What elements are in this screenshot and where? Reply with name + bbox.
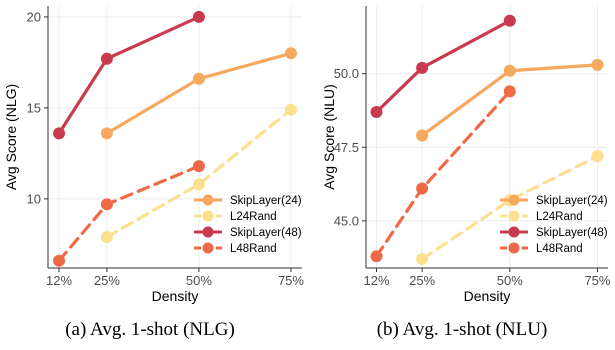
legend-marker [202, 210, 214, 222]
x-tick-label: 25% [94, 273, 120, 288]
legend-label: L48Rand [230, 243, 277, 255]
data-point [503, 85, 516, 98]
y-tick-label: 50.0 [334, 66, 359, 81]
legend-marker [202, 194, 214, 206]
data-point [370, 105, 383, 118]
x-tick-label: 25% [409, 273, 435, 288]
data-point [192, 178, 205, 191]
y-tick-label: 47.5 [334, 140, 359, 155]
data-point [503, 64, 516, 77]
data-point [416, 61, 429, 74]
data-point [284, 47, 297, 60]
y-tick-label: 45.0 [334, 213, 359, 228]
data-point [416, 182, 429, 195]
legend-marker [508, 210, 520, 222]
data-point [591, 150, 604, 163]
panel-nlg: 12% 25% 50% 75% 10 15 20 Density Avg Score (NLG)… [3, 6, 304, 304]
legend-label: L24Rand [230, 211, 277, 223]
data-point [100, 52, 113, 65]
data-point [100, 198, 113, 211]
legend-marker [508, 194, 520, 206]
y-axis-label: Avg Score (NLG) [3, 84, 19, 190]
data-point [100, 231, 113, 244]
caption-nlu: (b) Avg. 1-shot (NLU) [377, 319, 548, 340]
x-tick-label: 12% [364, 273, 390, 288]
data-point [284, 103, 297, 116]
legend-marker [202, 242, 214, 254]
legend-label: SkipLayer(48) [230, 227, 302, 239]
y-tick-label: 15 [27, 100, 41, 115]
x-tick-label: 75% [584, 273, 610, 288]
x-tick-label: 50% [497, 273, 523, 288]
x-axis-label: Density [152, 288, 199, 304]
y-axis-label: Avg Score (NLU) [321, 84, 337, 190]
legend-label: SkipLayer(24) [230, 195, 302, 207]
caption-nlg: (a) Avg. 1-shot (NLG) [65, 319, 235, 340]
y-tick-label: 20 [27, 9, 41, 24]
x-tick-label: 50% [186, 273, 212, 288]
y-tick-label: 10 [27, 191, 41, 206]
legend-label: SkipLayer(48) [536, 227, 608, 239]
series-line [105, 108, 293, 239]
panel-nlu: 12% 25% 50% 75% 45.0 47.5 50.0 Density Avg Score… [321, 6, 611, 304]
data-point [100, 127, 113, 140]
data-point [591, 58, 604, 71]
legend-marker [508, 242, 520, 254]
legend-marker [508, 226, 520, 238]
data-point [53, 127, 66, 140]
x-tick-label: 75% [278, 273, 304, 288]
data-point [416, 129, 429, 142]
data-point [192, 10, 205, 23]
series-line [420, 154, 600, 261]
data-point [503, 14, 516, 27]
legend-label: L48Rand [536, 243, 583, 255]
plot-area [366, 6, 608, 268]
data-point [192, 160, 205, 173]
x-axis-label: Density [464, 288, 511, 304]
data-point [192, 72, 205, 85]
legend-marker [202, 226, 214, 238]
legend-label: SkipLayer(24) [536, 195, 608, 207]
x-tick-label: 12% [46, 273, 72, 288]
data-point [53, 254, 66, 267]
data-point [416, 253, 429, 266]
data-point [370, 250, 383, 263]
legend-label: L24Rand [536, 211, 583, 223]
